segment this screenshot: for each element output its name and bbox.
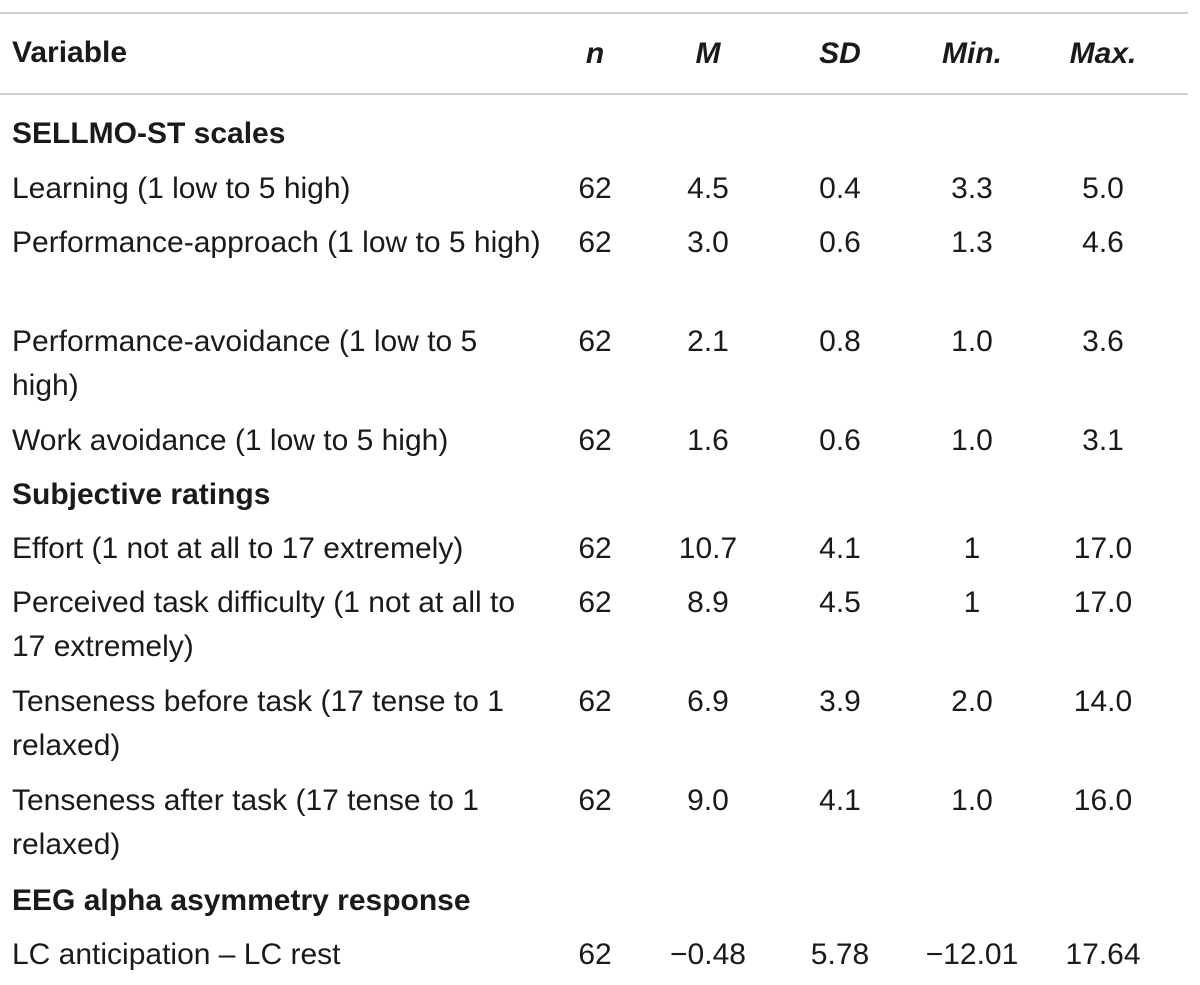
cell-max: 14.0: [1073, 685, 1133, 718]
cell-n: 62: [578, 685, 612, 718]
cell-max: 5.0: [1082, 172, 1124, 205]
cell-n: 62: [578, 784, 612, 817]
row-label: LC anticipation – LC rest: [12, 938, 341, 971]
header-m: M: [695, 37, 721, 70]
section-title-sellmo: SELLMO-ST scales: [12, 117, 286, 150]
cell-n: 62: [578, 938, 612, 971]
row-label: Performance-avoidance (1 low to 5 high): [12, 325, 478, 402]
cell-max: 16.0: [1073, 784, 1133, 817]
cell-max: 3.6: [1082, 325, 1124, 358]
cell-max: 4.6: [1082, 226, 1124, 259]
section-title-eeg: EEG alpha asymmetry response: [12, 884, 471, 917]
cell-m: 1.6: [687, 424, 729, 457]
cell-m: −0.48: [670, 938, 746, 971]
row-label: Learning (1 low to 5 high): [12, 172, 351, 205]
cell-m: 8.9: [687, 586, 729, 619]
section-title-subjective: Subjective ratings: [12, 478, 271, 511]
cell-n: 62: [578, 532, 612, 565]
header-rule: [0, 93, 1188, 95]
header-sd: SD: [819, 37, 861, 70]
cell-sd: 4.1: [819, 784, 861, 817]
cell-n: 62: [578, 226, 612, 259]
cell-max: 17.0: [1073, 532, 1133, 565]
cell-sd: 4.5: [819, 586, 861, 619]
row-label: Tenseness after task (17 tense to 1 rela…: [12, 784, 479, 861]
cell-m: 2.1: [687, 325, 729, 358]
cell-m: 3.0: [687, 226, 729, 259]
cell-sd: 0.6: [819, 424, 861, 457]
row-label: Perceived task difficulty (1 not at all …: [12, 586, 516, 663]
header-min: Min.: [942, 37, 1002, 70]
cell-m: 10.7: [678, 532, 738, 565]
row-label: Performance-approach (1 low to 5 high): [12, 226, 541, 259]
cell-min: 3.3: [951, 172, 993, 205]
row-label: Effort (1 not at all to 17 extremely): [12, 532, 464, 565]
cell-sd: 5.78: [810, 938, 870, 971]
cell-min: 1: [963, 532, 981, 565]
cell-sd: 0.6: [819, 226, 861, 259]
cell-sd: 3.9: [819, 685, 861, 718]
cell-min: −12.01: [925, 938, 1019, 971]
cell-n: 62: [578, 424, 612, 457]
cell-min: 1: [963, 586, 981, 619]
cell-m: 6.9: [687, 685, 729, 718]
cell-max: 3.1: [1082, 424, 1124, 457]
header-variable: Variable: [12, 36, 128, 69]
cell-m: 4.5: [687, 172, 729, 205]
cell-min: 1.0: [951, 784, 993, 817]
cell-sd: 0.8: [819, 325, 861, 358]
cell-min: 2.0: [951, 685, 993, 718]
cell-n: 62: [578, 172, 612, 205]
cell-max: 17.64: [1065, 938, 1141, 971]
cell-sd: 0.4: [819, 172, 861, 205]
cell-min: 1.0: [951, 325, 993, 358]
cell-n: 62: [578, 325, 612, 358]
row-label: Work avoidance (1 low to 5 high): [12, 424, 449, 457]
cell-sd: 4.1: [819, 532, 861, 565]
header-max: Max.: [1069, 37, 1137, 70]
row-label: Tenseness before task (17 tense to 1 rel…: [12, 685, 504, 762]
cell-min: 1.3: [951, 226, 993, 259]
table-top-rule: [0, 12, 1188, 14]
cell-m: 9.0: [687, 784, 729, 817]
cell-min: 1.0: [951, 424, 993, 457]
cell-n: 62: [578, 586, 612, 619]
cell-max: 17.0: [1073, 586, 1133, 619]
header-n: n: [585, 37, 605, 70]
